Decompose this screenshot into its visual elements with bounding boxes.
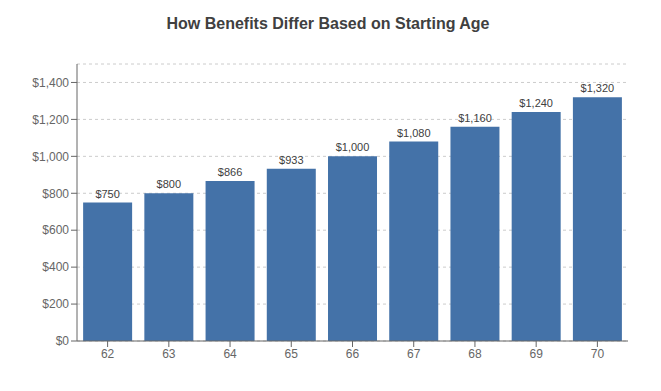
svg-text:69: 69 (529, 347, 543, 361)
svg-text:70: 70 (591, 347, 605, 361)
svg-text:64: 64 (223, 347, 237, 361)
svg-text:66: 66 (346, 347, 360, 361)
svg-text:$750: $750 (95, 188, 119, 200)
svg-text:$1,000: $1,000 (32, 150, 69, 164)
svg-text:$1,080: $1,080 (397, 127, 431, 139)
svg-text:$1,000: $1,000 (336, 141, 370, 153)
html-text:How Benefits Differ Based on S: How Benefits Differ Based on Starting Ag… (166, 15, 490, 32)
svg-text:67: 67 (407, 347, 421, 361)
svg-text:65: 65 (285, 347, 299, 361)
svg-text:$200: $200 (42, 297, 69, 311)
svg-text:68: 68 (468, 347, 482, 361)
svg-text:62: 62 (101, 347, 115, 361)
svg-text:$1,240: $1,240 (519, 97, 553, 109)
svg-text:$800: $800 (42, 187, 69, 201)
svg-text:$0: $0 (56, 334, 70, 348)
svg-text:$400: $400 (42, 260, 69, 274)
svg-text:$933: $933 (279, 154, 303, 166)
svg-text:$800: $800 (157, 178, 181, 190)
svg-text:$1,160: $1,160 (458, 112, 492, 124)
svg-text:63: 63 (162, 347, 176, 361)
svg-text:$1,200: $1,200 (32, 113, 69, 127)
svg-text:$600: $600 (42, 223, 69, 237)
svg-text:$866: $866 (218, 166, 242, 178)
svg-text:$1,320: $1,320 (581, 82, 615, 94)
svg-text:$1,400: $1,400 (32, 76, 69, 90)
